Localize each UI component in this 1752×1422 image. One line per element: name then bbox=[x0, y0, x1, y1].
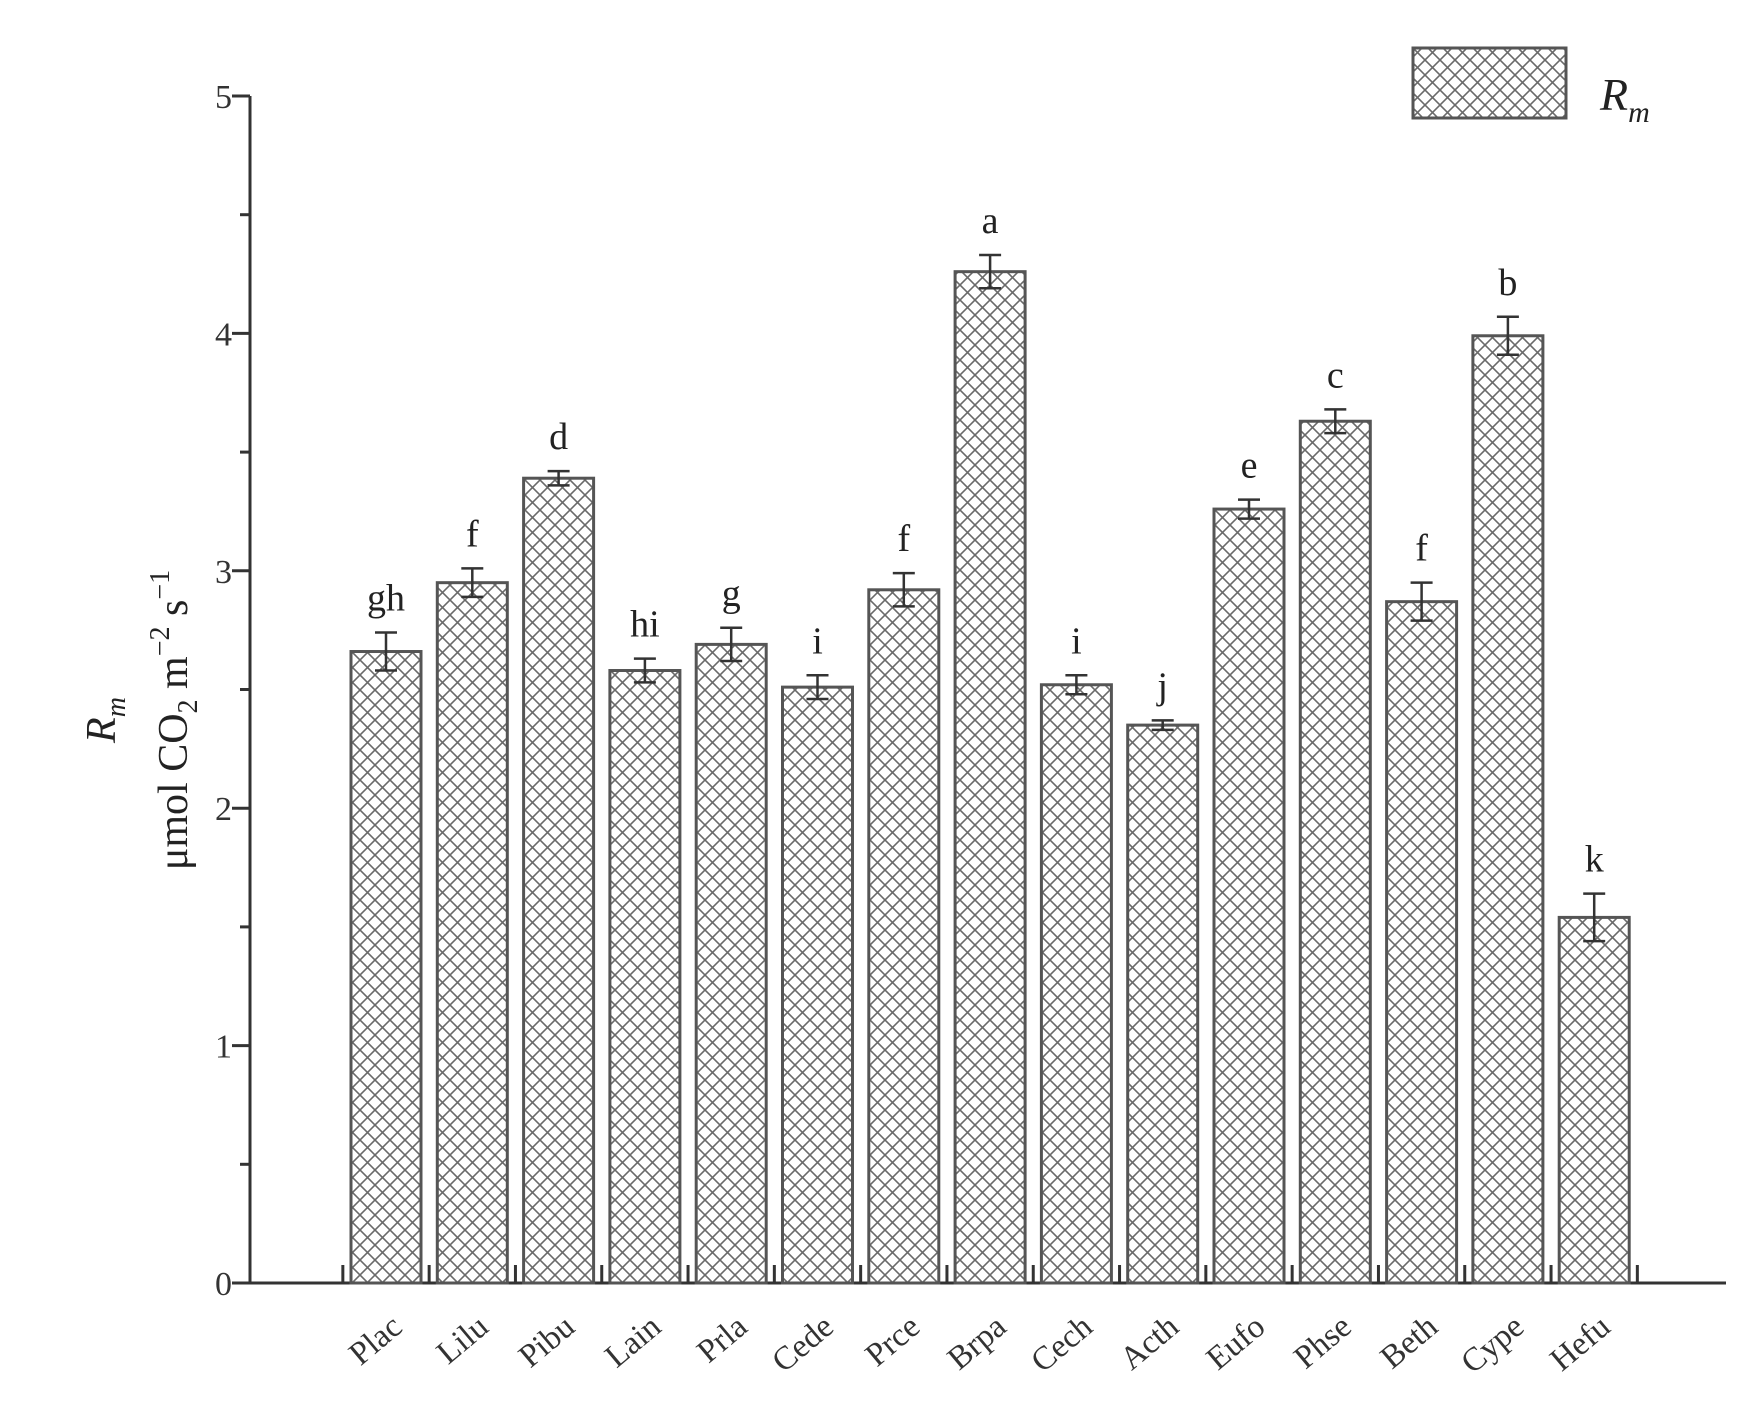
y-title-symbol-sub: m bbox=[101, 697, 132, 717]
category-label: Lilu bbox=[430, 1309, 495, 1372]
category-label: Prla bbox=[690, 1308, 754, 1370]
bar-phse bbox=[1298, 419, 1372, 1285]
error-bar-beth bbox=[1410, 581, 1433, 622]
error-bar-hefu bbox=[1583, 892, 1606, 943]
bar-pibu bbox=[522, 476, 596, 1285]
category-label: Cede bbox=[766, 1309, 841, 1380]
bar-cype bbox=[1471, 334, 1545, 1285]
error-bar-prce bbox=[892, 571, 915, 608]
y-tick-label: 4 bbox=[215, 316, 232, 353]
significance-label: gh bbox=[367, 578, 405, 620]
y-tick-label: 5 bbox=[215, 79, 232, 116]
error-bar-prla bbox=[720, 626, 743, 663]
bars-group bbox=[349, 270, 1631, 1285]
significance-label: a bbox=[982, 200, 999, 242]
bar-prce bbox=[867, 588, 941, 1285]
bar-eufo bbox=[1212, 507, 1286, 1285]
bar-acth bbox=[1126, 723, 1200, 1285]
svg-text:Rm: Rm bbox=[79, 697, 132, 744]
legend-swatch bbox=[1411, 46, 1568, 120]
category-label: Phse bbox=[1288, 1309, 1359, 1377]
y-title-symbol: R bbox=[79, 717, 125, 744]
legend-label: R bbox=[1599, 69, 1628, 120]
y-title-unit-sup1: −2 bbox=[145, 626, 176, 656]
bar-cech bbox=[1039, 683, 1113, 1285]
error-bar-brpa bbox=[979, 253, 1002, 290]
legend: Rm bbox=[1411, 46, 1650, 129]
significance-label: hi bbox=[630, 604, 660, 646]
significance-label: j bbox=[1155, 665, 1168, 707]
error-bar-phse bbox=[1324, 408, 1347, 435]
x-axis-ticks bbox=[341, 1265, 1639, 1283]
significance-label: b bbox=[1498, 262, 1517, 304]
bar-brpa bbox=[953, 270, 1027, 1285]
significance-label: k bbox=[1585, 839, 1604, 881]
significance-label: c bbox=[1327, 354, 1344, 396]
y-tick-label: 2 bbox=[215, 791, 232, 828]
y-tick-label: 0 bbox=[215, 1266, 232, 1303]
significance-label: f bbox=[466, 513, 479, 555]
error-bar-cech bbox=[1065, 674, 1088, 696]
y-axis-title: Rm μmol CO2 m−2 s−1 bbox=[79, 570, 204, 870]
significance-label: f bbox=[897, 518, 910, 560]
y-tick-label: 3 bbox=[215, 554, 232, 591]
category-label: Pibu bbox=[512, 1309, 582, 1375]
error-bars-group bbox=[375, 253, 1606, 943]
significance-label: i bbox=[1071, 620, 1082, 662]
error-bar-pibu bbox=[547, 469, 570, 487]
category-label: Acth bbox=[1114, 1308, 1187, 1377]
category-labels: Plac Lilu Pibu Lain Prla Cede Prce Brpa Cech Acth… bbox=[342, 1308, 1617, 1381]
error-bar-eufo bbox=[1238, 498, 1260, 520]
category-label: Cech bbox=[1024, 1308, 1099, 1379]
significance-labels: gh f d hi g i f a i j e c f b k bbox=[367, 200, 1604, 881]
bar-plac bbox=[349, 650, 423, 1285]
category-label: Beth bbox=[1374, 1308, 1445, 1376]
bar-prla bbox=[694, 642, 768, 1285]
y-axis-ticks: 0 1 2 3 4 5 bbox=[215, 79, 250, 1303]
bar-beth bbox=[1385, 600, 1459, 1285]
error-bar-cede bbox=[806, 674, 829, 701]
svg-text:μmol CO2 m−2 s−1: μmol CO2 m−2 s−1 bbox=[145, 570, 204, 870]
category-label: Plac bbox=[342, 1309, 409, 1373]
significance-label: g bbox=[722, 573, 741, 615]
y-title-unit-m: m bbox=[151, 656, 197, 700]
error-bar-plac bbox=[375, 631, 397, 672]
category-label: Prce bbox=[859, 1309, 927, 1374]
significance-label: i bbox=[812, 620, 823, 662]
category-label: Hefu bbox=[1544, 1309, 1618, 1379]
error-bar-acth bbox=[1151, 719, 1174, 732]
svg-text:Rm: Rm bbox=[1599, 69, 1650, 129]
error-bar-cype bbox=[1496, 315, 1519, 357]
significance-label: e bbox=[1241, 445, 1258, 487]
y-title-unit-sub: 2 bbox=[173, 699, 204, 713]
y-tick-label: 1 bbox=[215, 1029, 232, 1066]
category-label: Lain bbox=[599, 1309, 668, 1375]
significance-label: f bbox=[1415, 528, 1428, 570]
category-label: Eufo bbox=[1200, 1309, 1272, 1378]
error-bar-lilu bbox=[461, 567, 484, 599]
error-bar-lain bbox=[633, 657, 656, 684]
y-title-unit: μmol CO bbox=[151, 713, 197, 870]
y-title-unit-sup2: −1 bbox=[145, 570, 176, 600]
category-label: Brpa bbox=[941, 1308, 1014, 1377]
significance-label: d bbox=[549, 416, 568, 458]
y-title-unit-s: s bbox=[151, 600, 197, 627]
category-label: Cype bbox=[1455, 1309, 1532, 1381]
bar-lain bbox=[608, 669, 682, 1285]
bar-cede bbox=[781, 685, 854, 1285]
bar-hefu bbox=[1557, 915, 1631, 1285]
bar-lilu bbox=[435, 581, 509, 1285]
legend-label-sub: m bbox=[1628, 96, 1650, 129]
